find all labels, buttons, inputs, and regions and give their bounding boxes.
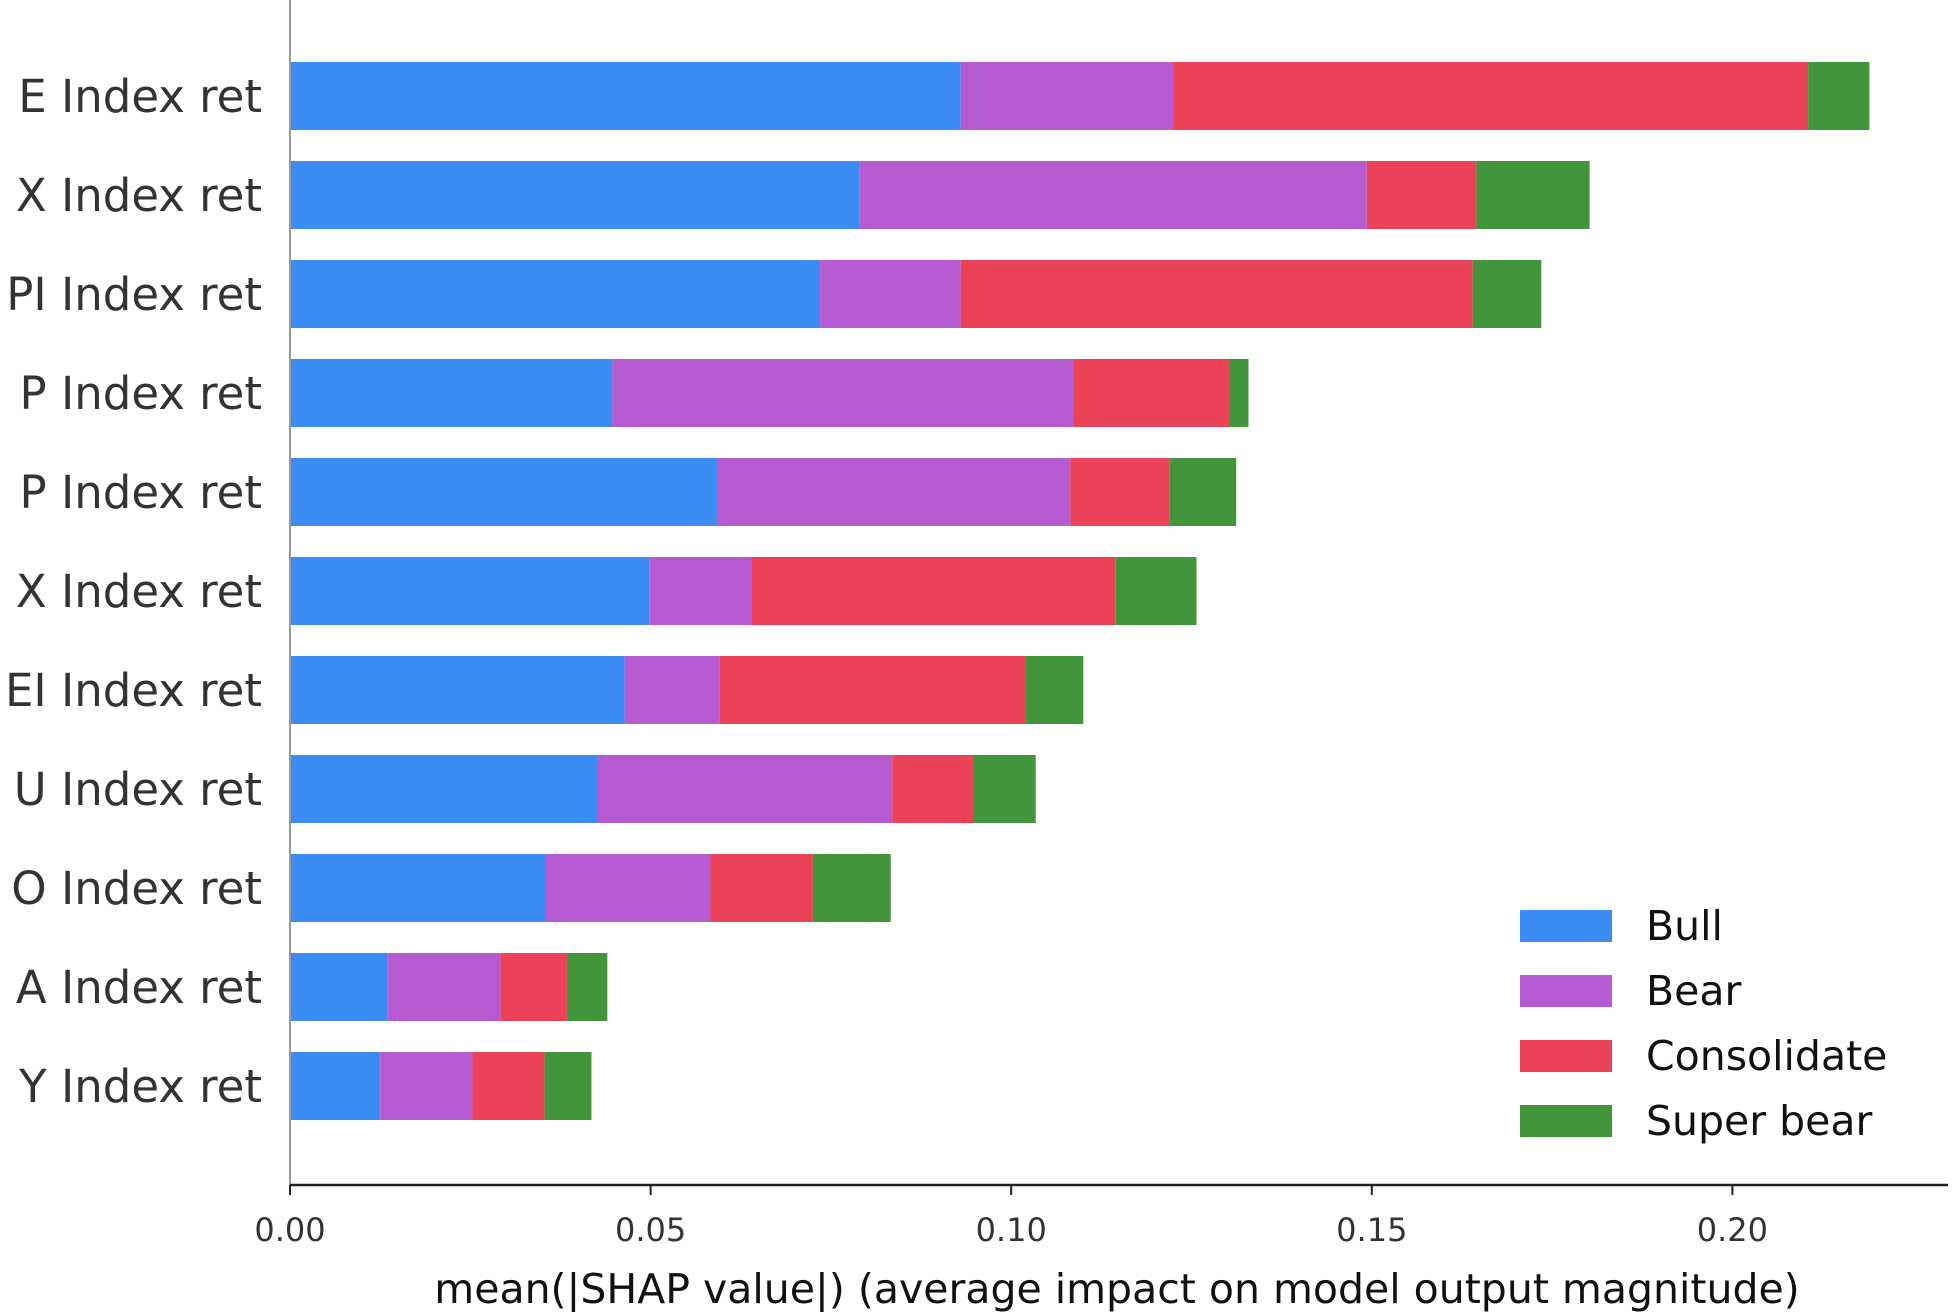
x-tick-label: 0.15 xyxy=(1336,1211,1407,1249)
bar-super-bear-5 xyxy=(1115,557,1197,625)
y-tick-label: A Index ret xyxy=(16,961,262,1014)
bar-bear-5 xyxy=(649,557,752,625)
bar-bull-9 xyxy=(290,953,388,1021)
bar-super-bear-10 xyxy=(544,1052,592,1120)
bar-consolidate-4 xyxy=(1070,458,1170,526)
bar-consolidate-10 xyxy=(472,1052,545,1120)
bar-bull-6 xyxy=(290,656,625,724)
bar-consolidate-3 xyxy=(1073,359,1230,427)
legend-swatch-bull xyxy=(1520,910,1612,942)
y-tick-label: U Index ret xyxy=(14,763,262,816)
legend-label-super-bear: Super bear xyxy=(1646,1097,1873,1145)
bar-consolidate-2 xyxy=(960,260,1473,328)
bar-consolidate-7 xyxy=(892,755,973,823)
bar-bull-2 xyxy=(290,260,821,328)
bar-bear-6 xyxy=(624,656,720,724)
y-tick-label: X Index ret xyxy=(16,565,262,618)
bar-consolidate-8 xyxy=(710,854,813,922)
bar-bear-9 xyxy=(387,953,501,1021)
x-tick-label: 0.10 xyxy=(976,1211,1047,1249)
x-tick-label: 0.20 xyxy=(1697,1211,1768,1249)
bar-super-bear-0 xyxy=(1808,62,1870,130)
legend: Bull Bear Consolidate Super bear xyxy=(1520,902,1887,1145)
bar-consolidate-6 xyxy=(719,656,1026,724)
bar-consolidate-1 xyxy=(1366,161,1477,229)
bar-bull-5 xyxy=(290,557,650,625)
y-tick-label: P Index ret xyxy=(20,466,262,519)
bar-bear-3 xyxy=(612,359,1074,427)
x-axis-ticks: 0.00 0.05 0.10 0.15 0.20 xyxy=(254,1185,1768,1249)
bar-bull-10 xyxy=(290,1052,381,1120)
y-tick-label: Y Index ret xyxy=(18,1060,262,1113)
bar-super-bear-6 xyxy=(1025,656,1084,724)
bar-super-bear-4 xyxy=(1169,458,1237,526)
bar-super-bear-8 xyxy=(812,854,891,922)
bar-super-bear-9 xyxy=(566,953,608,1021)
x-tick-label: 0.00 xyxy=(254,1211,325,1249)
y-axis-labels: E Index ret X Index ret PI Index ret P Inde… xyxy=(5,70,262,1113)
x-tick-label: 0.05 xyxy=(615,1211,686,1249)
bar-consolidate-0 xyxy=(1173,62,1809,130)
bar-bull-1 xyxy=(290,161,860,229)
x-axis-title: mean(|SHAP value|) (average impact on mo… xyxy=(434,1265,1799,1312)
y-tick-label: EI Index ret xyxy=(5,664,262,717)
bar-area xyxy=(290,62,1870,1120)
bar-bear-1 xyxy=(859,161,1367,229)
legend-swatch-super-bear xyxy=(1520,1105,1612,1137)
bar-bull-0 xyxy=(290,62,961,130)
bar-bull-3 xyxy=(290,359,613,427)
legend-label-bear: Bear xyxy=(1646,967,1741,1015)
y-tick-label: X Index ret xyxy=(16,169,262,222)
bar-bull-4 xyxy=(290,458,717,526)
bar-consolidate-9 xyxy=(500,953,567,1021)
bar-bear-10 xyxy=(380,1052,473,1120)
y-tick-label: P Index ret xyxy=(20,367,262,420)
legend-label-consolidate: Consolidate xyxy=(1646,1032,1887,1080)
y-tick-label: E Index ret xyxy=(18,70,262,123)
bar-bear-4 xyxy=(716,458,1071,526)
bar-bear-2 xyxy=(820,260,961,328)
legend-label-bull: Bull xyxy=(1646,902,1723,950)
bar-super-bear-7 xyxy=(972,755,1036,823)
bar-bear-8 xyxy=(546,854,711,922)
bar-super-bear-3 xyxy=(1229,359,1249,427)
bar-bear-0 xyxy=(960,62,1174,130)
bar-consolidate-5 xyxy=(751,557,1116,625)
bar-super-bear-2 xyxy=(1472,260,1542,328)
legend-swatch-consolidate xyxy=(1520,1040,1612,1072)
y-tick-label: PI Index ret xyxy=(6,268,262,321)
bar-bull-7 xyxy=(290,755,598,823)
bar-bear-7 xyxy=(597,755,893,823)
bar-super-bear-1 xyxy=(1476,161,1590,229)
legend-swatch-bear xyxy=(1520,975,1612,1007)
y-tick-label: O Index ret xyxy=(11,862,262,915)
bar-bull-8 xyxy=(290,854,547,922)
